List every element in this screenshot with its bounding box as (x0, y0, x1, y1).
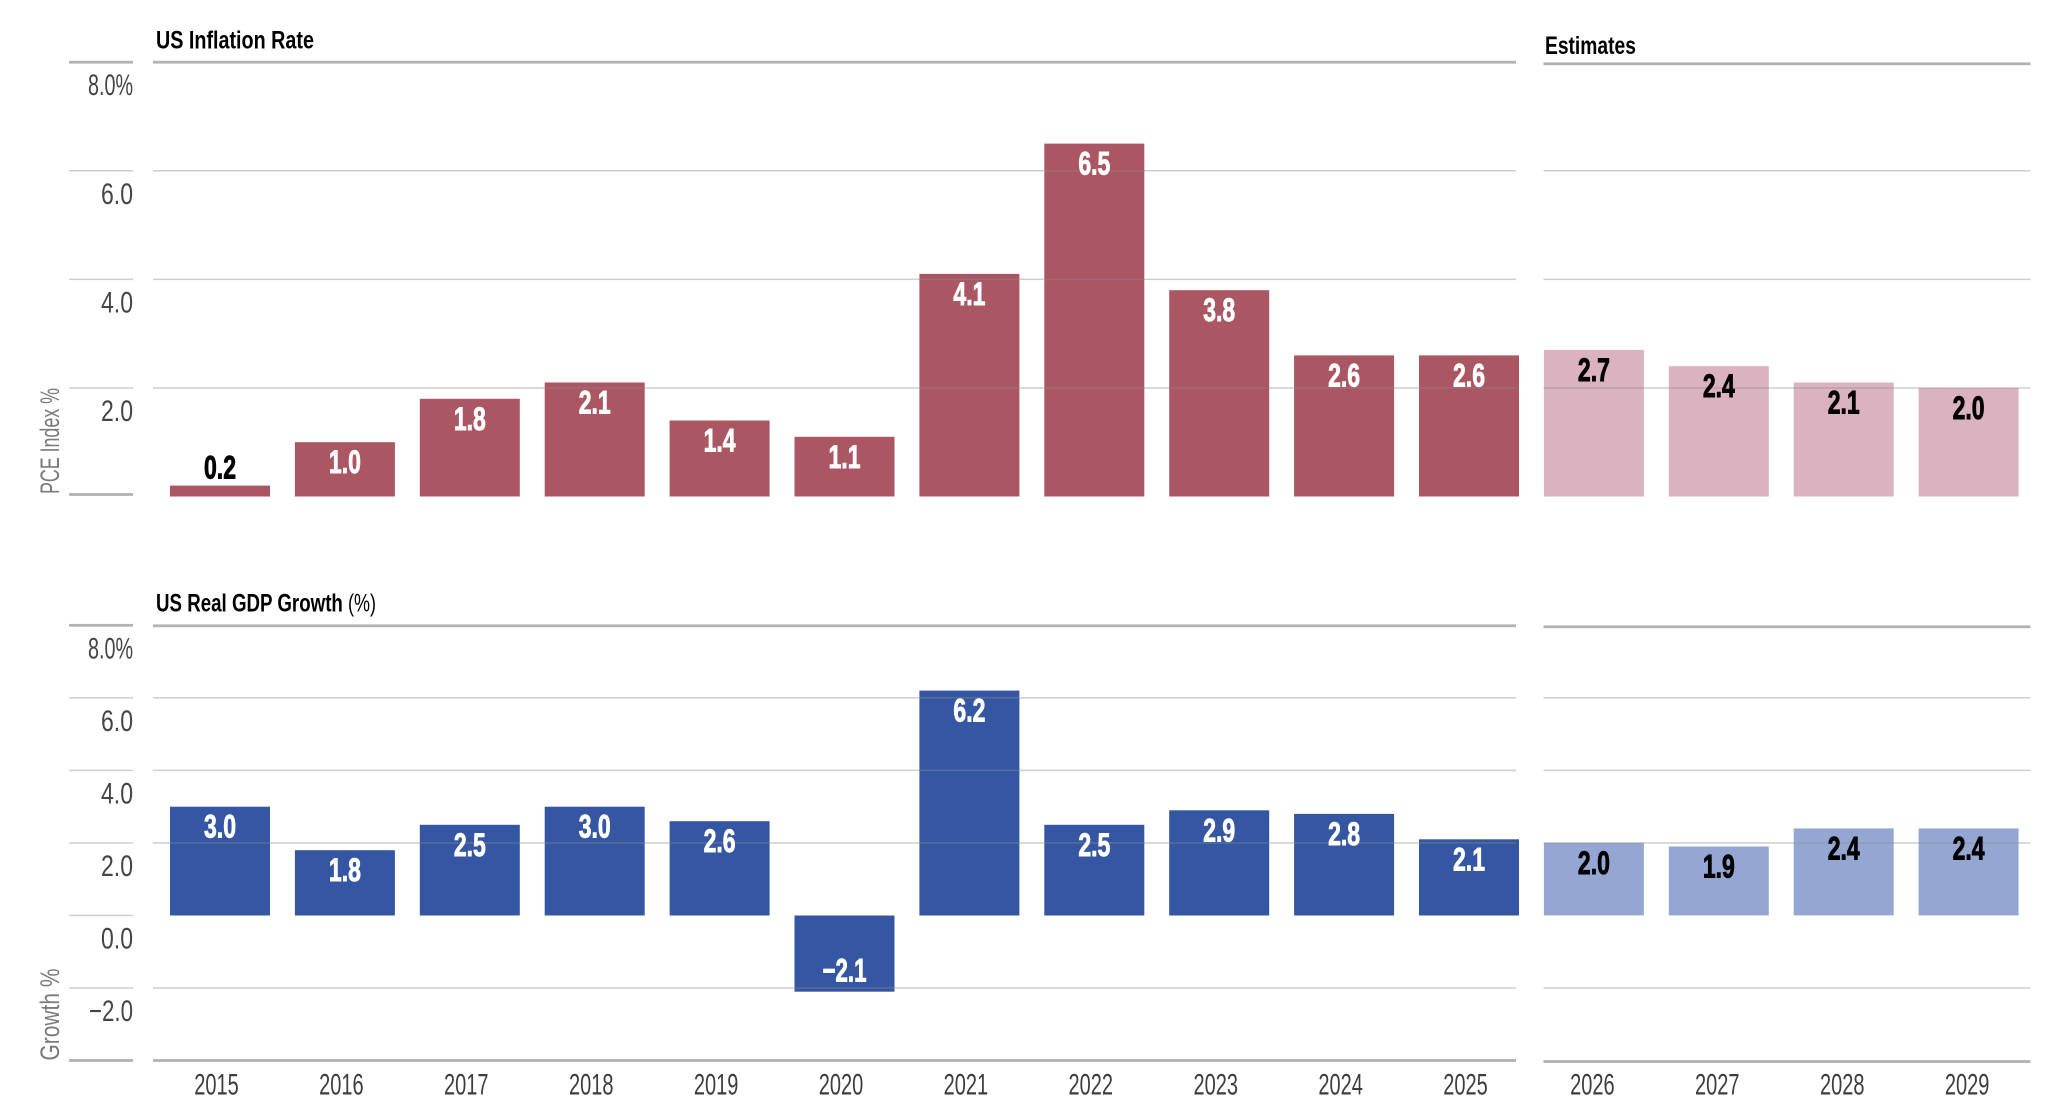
svg-text:3.0: 3.0 (204, 809, 236, 845)
svg-text:2017: 2017 (444, 1069, 488, 1102)
svg-text:−2.1: −2.1 (822, 953, 866, 989)
svg-text:US Inflation Rate: US Inflation Rate (156, 26, 314, 54)
svg-text:US Real GDP Growth: US Real GDP Growth (156, 589, 343, 617)
svg-text:2.6: 2.6 (1453, 358, 1485, 394)
svg-text:2.5: 2.5 (454, 827, 486, 863)
svg-text:1.8: 1.8 (329, 852, 361, 888)
svg-text:(%): (%) (348, 589, 376, 618)
svg-text:1.8: 1.8 (454, 401, 486, 437)
svg-text:2020: 2020 (819, 1069, 863, 1102)
svg-text:2018: 2018 (569, 1069, 613, 1102)
svg-text:1.4: 1.4 (704, 423, 736, 459)
svg-text:2.1: 2.1 (579, 385, 611, 421)
svg-text:2027: 2027 (1695, 1069, 1739, 1102)
svg-text:−2.0: −2.0 (89, 994, 133, 1028)
svg-text:2015: 2015 (194, 1069, 238, 1102)
svg-text:6.0: 6.0 (101, 177, 133, 211)
svg-text:1.9: 1.9 (1703, 849, 1735, 885)
svg-text:0.2: 0.2 (204, 450, 236, 486)
svg-text:2.7: 2.7 (1578, 352, 1610, 388)
svg-text:Estimates: Estimates (1545, 32, 1636, 60)
svg-text:2.6: 2.6 (704, 823, 736, 859)
svg-text:2.0: 2.0 (101, 394, 133, 428)
svg-text:4.0: 4.0 (101, 776, 133, 810)
svg-text:2.0: 2.0 (1953, 390, 1985, 426)
svg-text:2023: 2023 (1193, 1069, 1237, 1102)
svg-text:6.2: 6.2 (953, 693, 985, 729)
svg-text:2016: 2016 (319, 1069, 363, 1102)
svg-text:2024: 2024 (1318, 1069, 1362, 1102)
svg-text:8.0%: 8.0% (88, 632, 133, 665)
svg-text:2.8: 2.8 (1328, 816, 1360, 852)
svg-text:2.4: 2.4 (1828, 831, 1860, 867)
svg-text:2.0: 2.0 (101, 849, 133, 883)
svg-text:4.0: 4.0 (101, 285, 133, 319)
svg-text:8.0%: 8.0% (88, 69, 133, 102)
svg-text:6.0: 6.0 (101, 704, 133, 738)
svg-text:2026: 2026 (1570, 1069, 1614, 1102)
svg-text:2.4: 2.4 (1703, 368, 1735, 404)
svg-text:2.0: 2.0 (1578, 845, 1610, 881)
svg-text:2029: 2029 (1945, 1069, 1989, 1102)
svg-text:1.1: 1.1 (829, 439, 861, 475)
svg-text:2.6: 2.6 (1328, 358, 1360, 394)
svg-text:2.5: 2.5 (1078, 827, 1110, 863)
svg-text:1.0: 1.0 (329, 444, 361, 480)
svg-text:4.1: 4.1 (953, 276, 985, 312)
svg-text:2019: 2019 (694, 1069, 738, 1102)
svg-text:2.4: 2.4 (1953, 831, 1985, 867)
svg-text:6.5: 6.5 (1078, 146, 1110, 182)
svg-text:2.1: 2.1 (1453, 842, 1485, 878)
svg-text:2.9: 2.9 (1203, 813, 1235, 849)
svg-text:PCE Index %: PCE Index % (34, 388, 65, 494)
svg-text:2025: 2025 (1443, 1069, 1487, 1102)
svg-text:2.1: 2.1 (1828, 385, 1860, 421)
svg-text:2022: 2022 (1069, 1069, 1113, 1102)
svg-text:2028: 2028 (1820, 1069, 1864, 1102)
svg-text:3.8: 3.8 (1203, 292, 1235, 328)
svg-text:0.0: 0.0 (101, 922, 133, 956)
svg-text:Growth %: Growth % (36, 969, 66, 1061)
svg-text:3.0: 3.0 (579, 809, 611, 845)
svg-text:2021: 2021 (944, 1069, 988, 1102)
